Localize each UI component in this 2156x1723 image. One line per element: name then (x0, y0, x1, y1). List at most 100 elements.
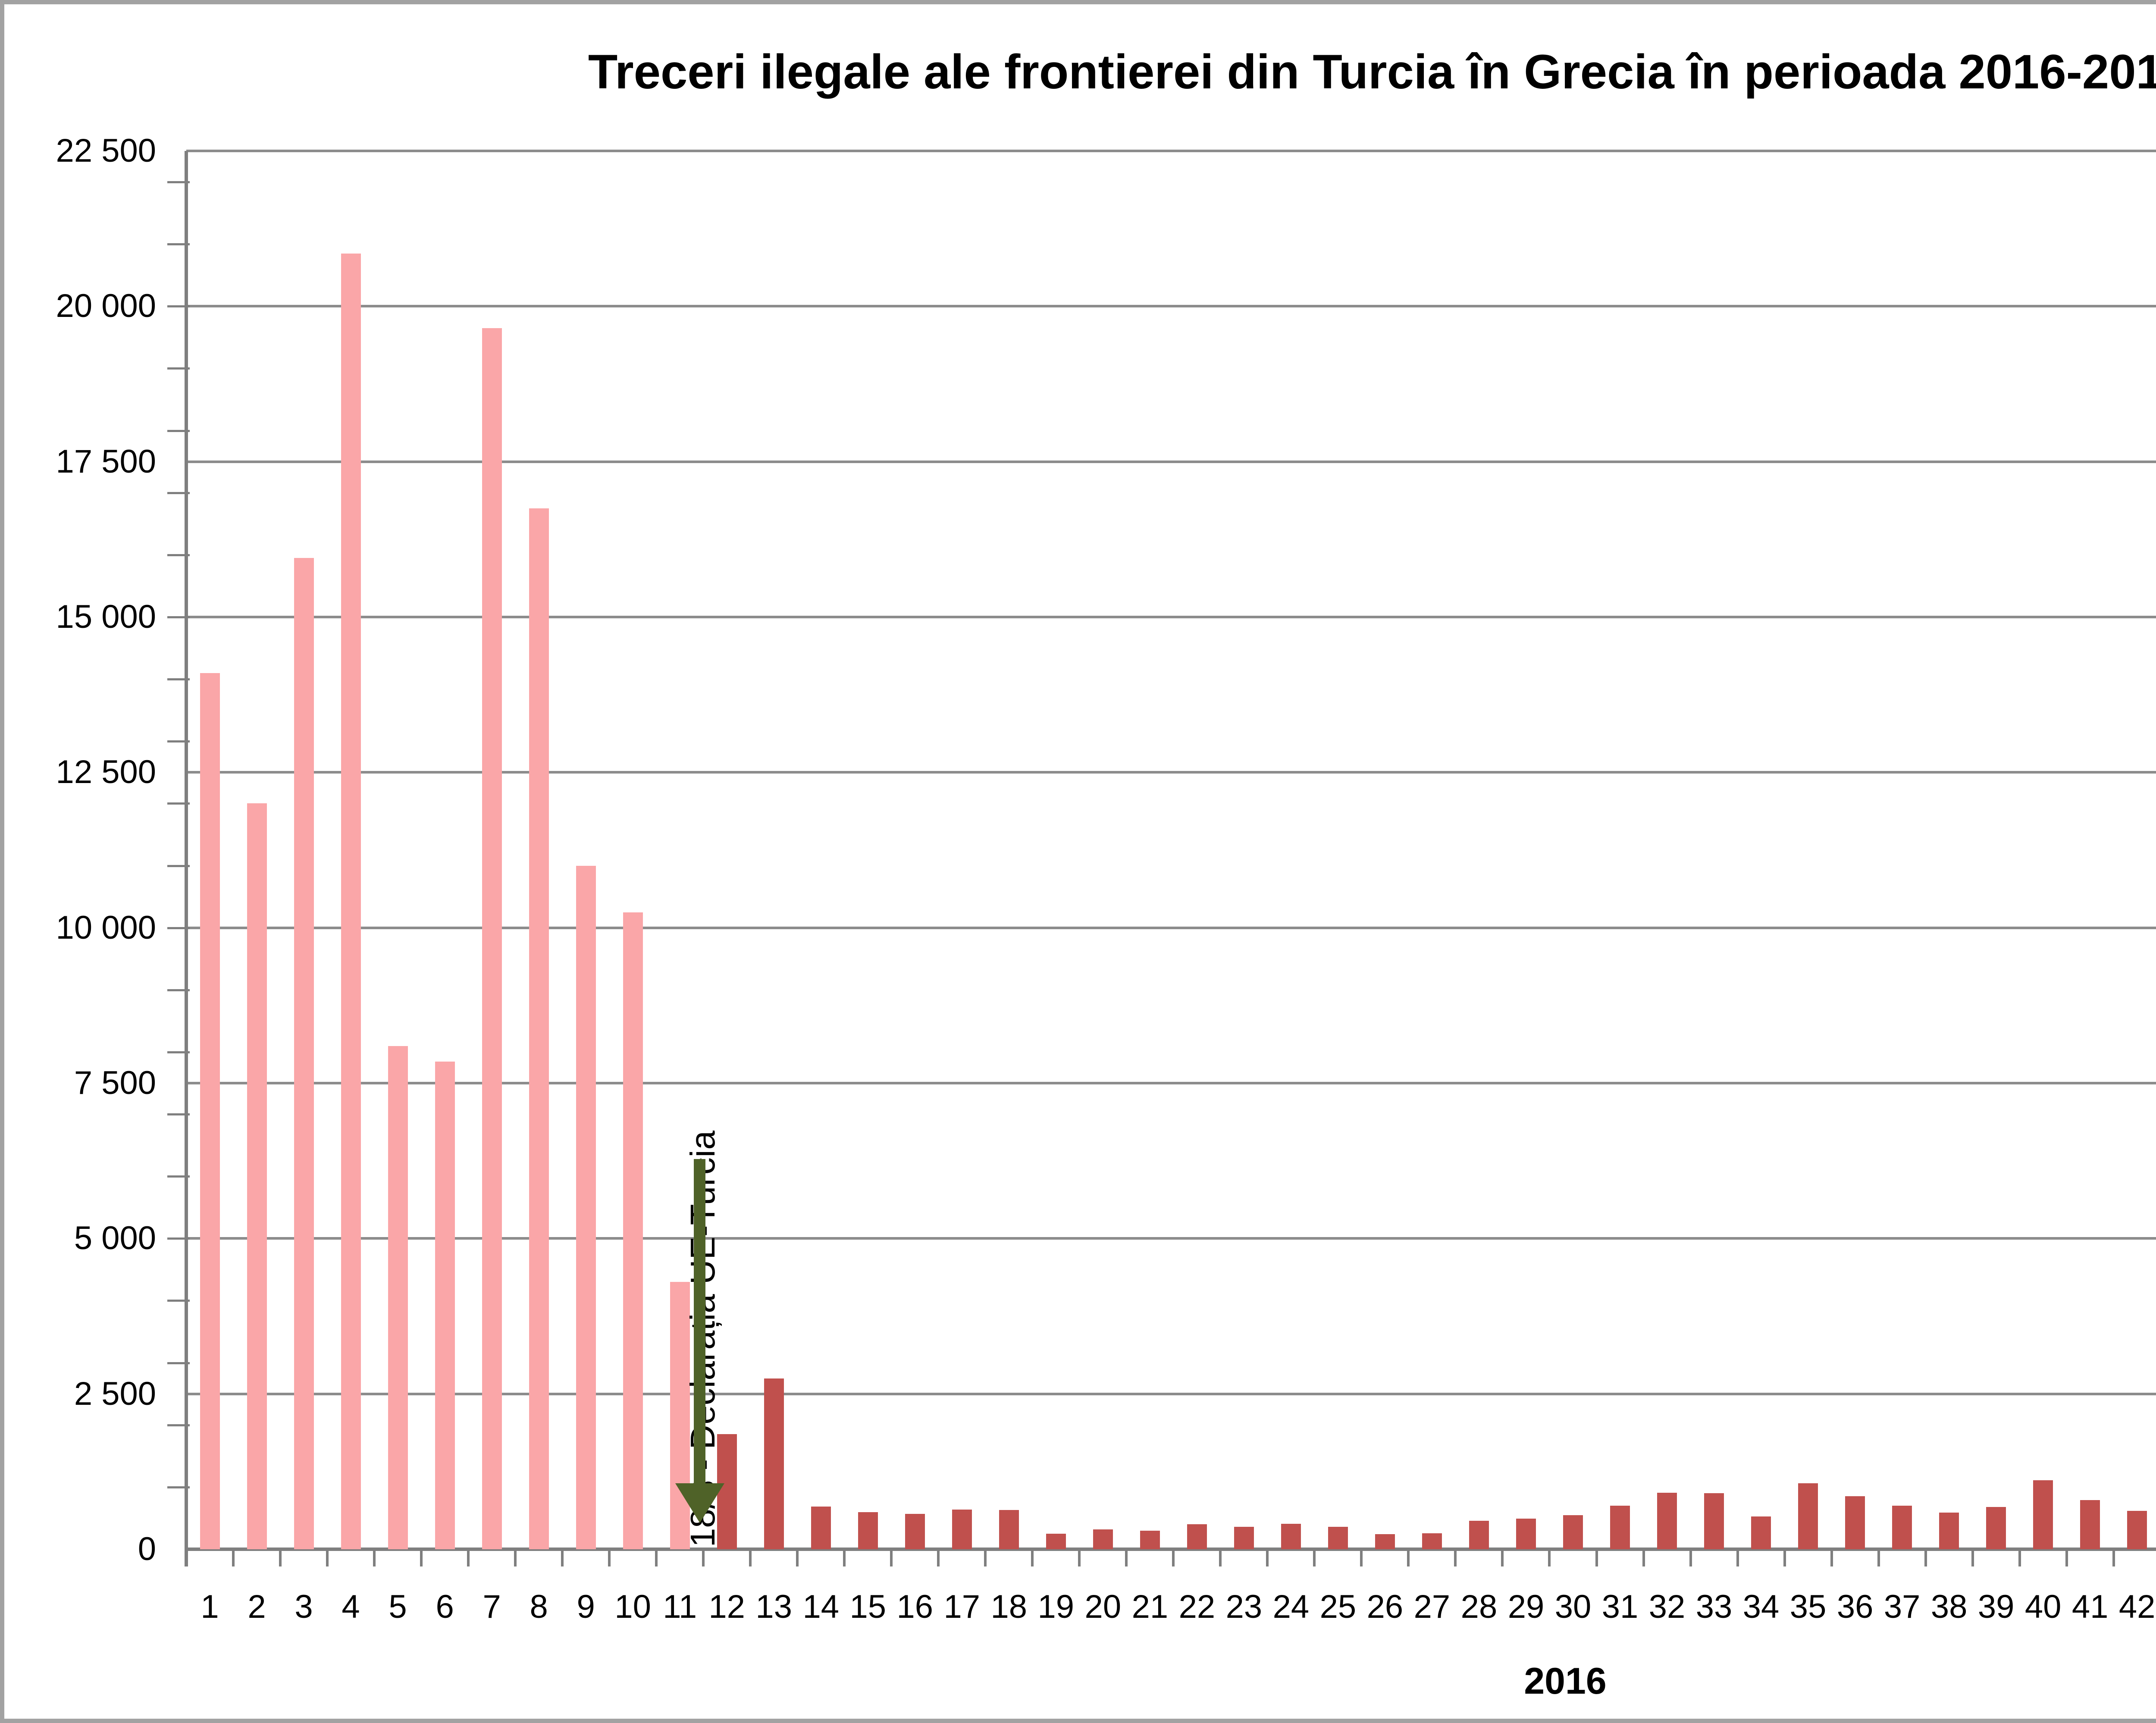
y-axis-minor-tick (167, 989, 190, 991)
x-axis-week-label: 30 (1554, 1588, 1592, 1625)
y-axis-tick-label: 5 000 (74, 1220, 156, 1257)
x-axis-tick (1877, 1549, 1880, 1566)
y-gridline (186, 926, 2156, 929)
x-axis-week-label: 16 (896, 1588, 934, 1625)
bar-week-2016-27 (1422, 1533, 1442, 1549)
y-axis-minor-tick (167, 1113, 190, 1116)
bar-week-2016-34 (1751, 1516, 1771, 1549)
y-axis-minor-tick (167, 927, 190, 929)
bar-week-2016-21 (1140, 1530, 1160, 1549)
x-axis-week-label: 1 (201, 1588, 219, 1625)
x-axis-line (185, 1548, 2156, 1551)
x-axis-week-label: 40 (2024, 1588, 2062, 1625)
y-axis-minor-tick (167, 740, 190, 743)
bar-week-2016-24 (1281, 1523, 1301, 1549)
x-axis-week-label: 39 (1977, 1588, 2015, 1625)
y-axis-minor-tick (167, 802, 190, 805)
bar-week-2016-29 (1516, 1519, 1536, 1549)
bar-week-2016-26 (1375, 1534, 1395, 1549)
bar-week-2016-33 (1704, 1493, 1724, 1549)
x-axis-tick (1501, 1549, 1504, 1566)
x-axis-tick (326, 1549, 329, 1566)
x-axis-tick (2065, 1549, 2068, 1566)
y-axis-tick-label: 7 500 (74, 1065, 156, 1101)
bar-week-2016-13 (764, 1378, 784, 1549)
x-axis-week-label: 2 (248, 1588, 266, 1625)
x-axis-tick (467, 1549, 470, 1566)
bar-week-2016-5 (388, 1046, 408, 1549)
x-axis-tick (890, 1549, 893, 1566)
x-axis-week-label: 13 (755, 1588, 792, 1625)
x-axis-tick (279, 1549, 282, 1566)
chart-title: Treceri ilegale ale frontierei din Turci… (588, 45, 2156, 99)
x-axis-week-label: 34 (1742, 1588, 1780, 1625)
y-axis-minor-tick (167, 1237, 190, 1240)
y-axis-minor-tick (167, 1300, 190, 1302)
x-axis-tick (1172, 1549, 1175, 1566)
bar-week-2016-38 (1939, 1512, 1959, 1549)
y-axis-minor-tick (167, 492, 190, 494)
x-axis-tick (1313, 1549, 1316, 1566)
x-axis-week-label: 23 (1225, 1588, 1263, 1625)
y-axis-minor-tick (167, 865, 190, 867)
bar-week-2016-7 (482, 328, 502, 1549)
x-axis-week-label: 7 (483, 1588, 501, 1625)
y-axis-tick-label: 10 000 (56, 909, 156, 946)
x-axis-tick (1924, 1549, 1927, 1566)
x-axis-week-label: 14 (802, 1588, 839, 1625)
annotation-arrow-shaft (694, 1159, 705, 1486)
bar-week-2016-15 (858, 1512, 878, 1549)
x-axis-week-label: 3 (295, 1588, 313, 1625)
y-gridline (186, 460, 2156, 463)
x-axis-week-label: 41 (2071, 1588, 2109, 1625)
x-axis-tick (796, 1549, 799, 1566)
bar-week-2016-19 (1046, 1533, 1066, 1549)
x-axis-week-label: 6 (436, 1588, 454, 1625)
bar-week-2016-10 (623, 912, 643, 1549)
x-axis-week-label: 9 (577, 1588, 595, 1625)
x-axis-tick (1266, 1549, 1269, 1566)
x-axis-tick (420, 1549, 423, 1566)
y-axis-minor-tick (167, 181, 190, 184)
year-label-2016: 2016 (1524, 1660, 1607, 1702)
bar-week-2016-6 (435, 1061, 455, 1549)
bar-week-2016-23 (1234, 1527, 1254, 1549)
y-gridline (186, 1237, 2156, 1240)
x-axis-tick (702, 1549, 705, 1566)
x-axis-week-label: 29 (1507, 1588, 1545, 1625)
x-axis-tick (1219, 1549, 1222, 1566)
x-axis-tick (1971, 1549, 1974, 1566)
x-axis-tick (1454, 1549, 1457, 1566)
x-axis-week-label: 18 (990, 1588, 1028, 1625)
x-axis-week-label: 31 (1601, 1588, 1639, 1625)
bar-week-2016-32 (1657, 1492, 1677, 1549)
x-axis-week-label: 20 (1084, 1588, 1122, 1625)
x-axis-week-label: 10 (614, 1588, 651, 1625)
bar-week-2016-1 (200, 673, 220, 1549)
bar-week-2016-20 (1093, 1529, 1113, 1549)
x-axis-tick (1407, 1549, 1410, 1566)
x-axis-week-label: 36 (1836, 1588, 1874, 1625)
x-axis-week-label: 22 (1178, 1588, 1216, 1625)
x-axis-tick (1125, 1549, 1128, 1566)
y-gridline (186, 1082, 2156, 1084)
annotation-arrow-head-icon (675, 1483, 724, 1523)
x-axis-tick (185, 1549, 188, 1566)
x-axis-tick (1360, 1549, 1363, 1566)
y-gridline (186, 305, 2156, 308)
y-gridline (186, 771, 2156, 774)
y-axis-minor-tick (167, 243, 190, 246)
y-axis-tick-label: 20 000 (56, 288, 156, 325)
y-gridline (186, 150, 2156, 152)
x-axis-week-label: 35 (1789, 1588, 1827, 1625)
x-axis-tick (1642, 1549, 1645, 1566)
x-axis-tick (514, 1549, 517, 1566)
y-axis-tick-label: 22 500 (56, 132, 156, 169)
x-axis-tick (1783, 1549, 1786, 1566)
x-axis-tick (1736, 1549, 1739, 1566)
bar-week-2016-28 (1469, 1520, 1489, 1549)
x-axis-week-label: 37 (1883, 1588, 1921, 1625)
y-axis-tick-label: 17 500 (56, 443, 156, 480)
x-axis-tick (984, 1549, 987, 1566)
x-axis-tick (655, 1549, 658, 1566)
